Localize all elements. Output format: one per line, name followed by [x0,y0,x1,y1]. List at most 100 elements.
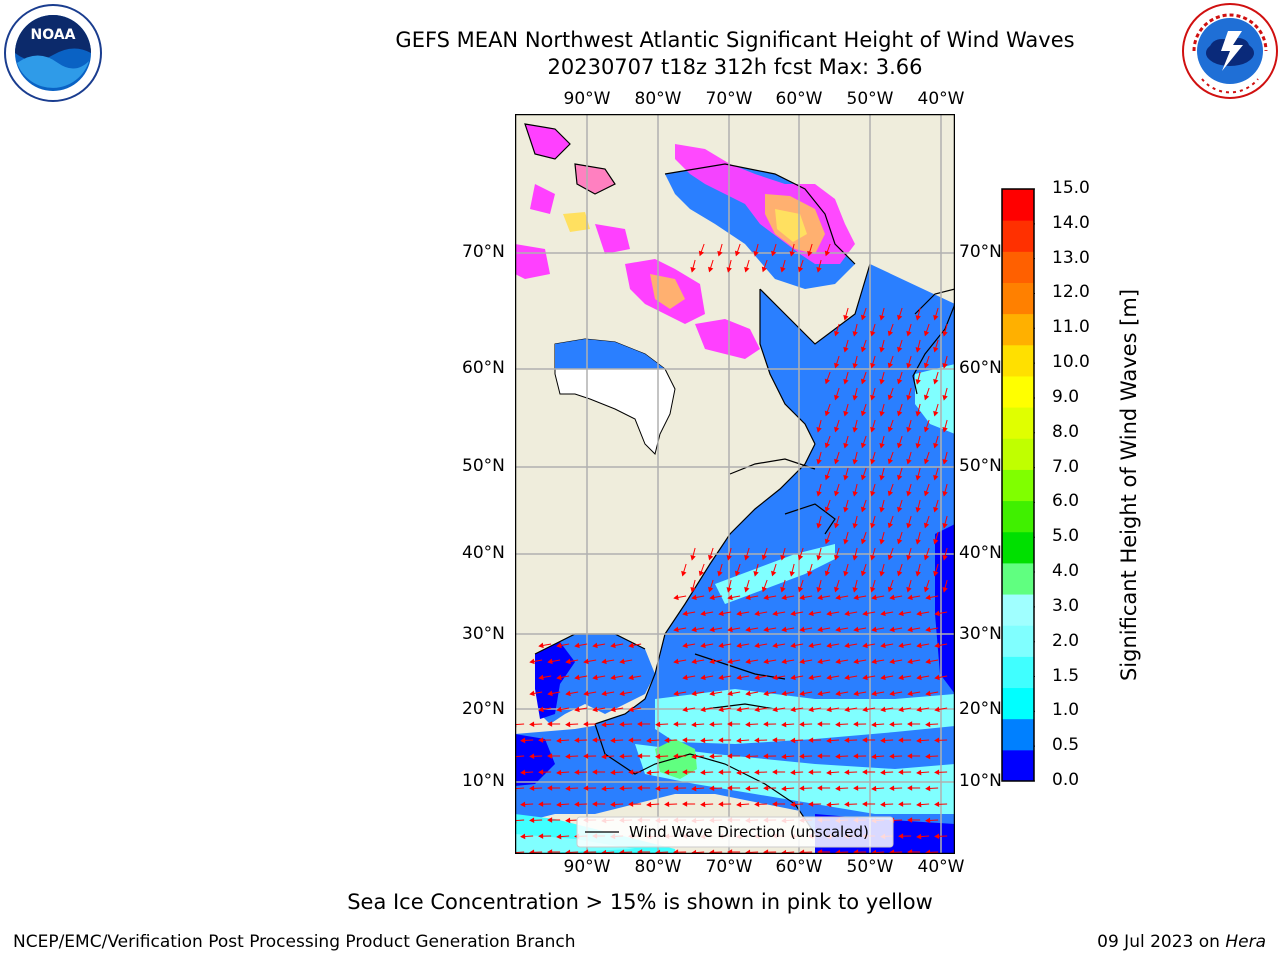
wind-wave-arrowhead [529,658,535,665]
wind-wave-arrowhead [520,769,526,776]
lon-label-top-40w: 40°W [917,89,965,109]
sea-ice-archipelago-2 [575,164,615,194]
wind-wave-arrowhead [718,737,724,743]
wave-band-subtropical [655,689,955,744]
wind-wave-arrowhead [565,753,571,760]
wind-wave-arrowhead [529,817,535,824]
wind-wave-arrowhead [726,587,732,593]
wind-wave-arrowhead [790,737,796,744]
wind-wave-arrowhead [824,506,831,513]
wind-wave-arrowhead [880,737,886,744]
wind-wave-arrowhead [708,554,714,561]
wind-wave-arrowhead [844,737,850,744]
wind-wave-arrowhead [898,737,904,743]
colorbar-band [1002,687,1034,720]
wind-wave-arrowhead [817,658,823,665]
wind-wave-arrowhead [574,674,580,681]
wind-wave-arrowhead [880,642,886,649]
wind-wave-arrowhead [844,801,850,808]
wind-wave-arrowhead [761,266,768,273]
wind-wave-arrowhead [673,785,679,791]
wind-wave-arrowhead [565,690,571,697]
chart-title: GEFS MEAN Northwest Atlantic Significant… [395,28,1075,52]
wind-wave-arrowhead [646,801,652,808]
wind-wave-arrowhead [871,785,877,792]
map-frame [515,114,955,854]
lat-label-left-30n: 30°N [462,624,505,644]
colorbar-band [1002,189,1034,221]
wind-wave-arrowhead [673,690,679,697]
wind-wave-arrowhead [834,490,840,497]
wind-wave-arrowhead [889,594,895,601]
wind-wave-arrowhead [727,658,733,665]
wind-wave-arrowhead [916,642,922,649]
wind-wave-arrow [515,723,525,726]
wind-wave-arrowhead [826,610,832,617]
wind-wave-arrowhead [871,753,877,760]
wind-wave-arrowhead [889,626,895,633]
hudson-bay-ice-free [555,339,665,369]
colorbar-band [1002,562,1034,595]
wind-wave-arrowhead [871,626,877,633]
lat-label-left-10n: 10°N [462,771,505,791]
wind-wave-arrowhead [887,330,894,337]
wind-wave-arrowhead [745,594,751,601]
legend-label: Wind Wave Direction (unscaled) [629,823,869,841]
colorbar-tick-label: 8.0 [1052,421,1080,442]
colorbar-tick-label: 6.0 [1052,491,1080,512]
wind-wave-arrowhead [700,674,706,681]
wind-wave-arrowhead [619,721,625,728]
wind-wave-arrowhead [583,721,589,727]
lon-label-top-70w: 70°W [705,89,753,109]
wind-wave-arrowhead [628,801,634,807]
colorbar-band [1002,656,1034,689]
wind-wave-arrowhead [556,674,562,681]
wind-wave-arrowhead [700,642,706,649]
wind-wave-arrowhead [700,706,706,713]
wind-wave-arrowhead [942,491,948,497]
wind-wave-arrowhead [709,594,715,601]
wind-wave-arrowhead [879,475,885,481]
wind-wave-arrowhead [691,594,697,601]
wind-wave-arrowhead [898,833,904,839]
wind-wave-arrowhead [824,570,831,577]
wind-wave-arrowhead [887,362,894,369]
colorbar-band [1002,749,1034,782]
wind-wave-arrowhead [870,554,876,561]
wind-wave-arrowhead [860,538,867,545]
wind-wave-arrowhead [934,706,940,713]
wind-wave-arrowhead [923,394,930,401]
wind-wave-arrowhead [565,817,571,824]
wind-wave-arrowhead [942,587,948,593]
wind-wave-arrowhead [736,801,742,808]
wind-wave-arrowhead [574,769,580,776]
wind-wave-arrowhead [772,674,778,681]
wind-wave-arrowhead [619,658,625,665]
colorbar-tick-label: 11.0 [1052,317,1090,338]
wind-wave-arrow [515,787,525,790]
wind-wave-arrowhead [933,506,939,513]
wind-wave-arrowhead [897,538,903,545]
colorbar-band [1002,438,1034,470]
wind-wave-arrowhead [574,706,580,713]
wind-wave-arrowhead [520,801,526,808]
wind-wave-arrowhead [816,523,822,529]
colorbar-tick-label: 12.0 [1052,282,1090,303]
colorbar-band [1002,251,1034,283]
wind-wave-arrowhead [771,250,777,257]
wind-wave-arrowhead [853,658,859,665]
wind-wave-arrowhead [745,690,751,697]
wind-wave-arrowhead [754,737,760,744]
wind-wave-arrowhead [717,570,723,577]
wind-wave-arrowhead [753,571,759,577]
sea-ice-archipelago-3 [530,184,555,214]
wind-wave-arrowhead [772,769,778,775]
wind-wave-arrowhead [915,571,921,577]
colorbar-band [1002,625,1034,657]
wind-wave-arrowhead [843,506,849,513]
wind-wave-arrowhead [880,610,886,617]
wind-wave-arrowhead [772,737,778,743]
wind-wave-arrow [515,755,525,758]
wind-wave-arrowhead [843,442,849,449]
wind-wave-arrowhead [870,458,876,465]
